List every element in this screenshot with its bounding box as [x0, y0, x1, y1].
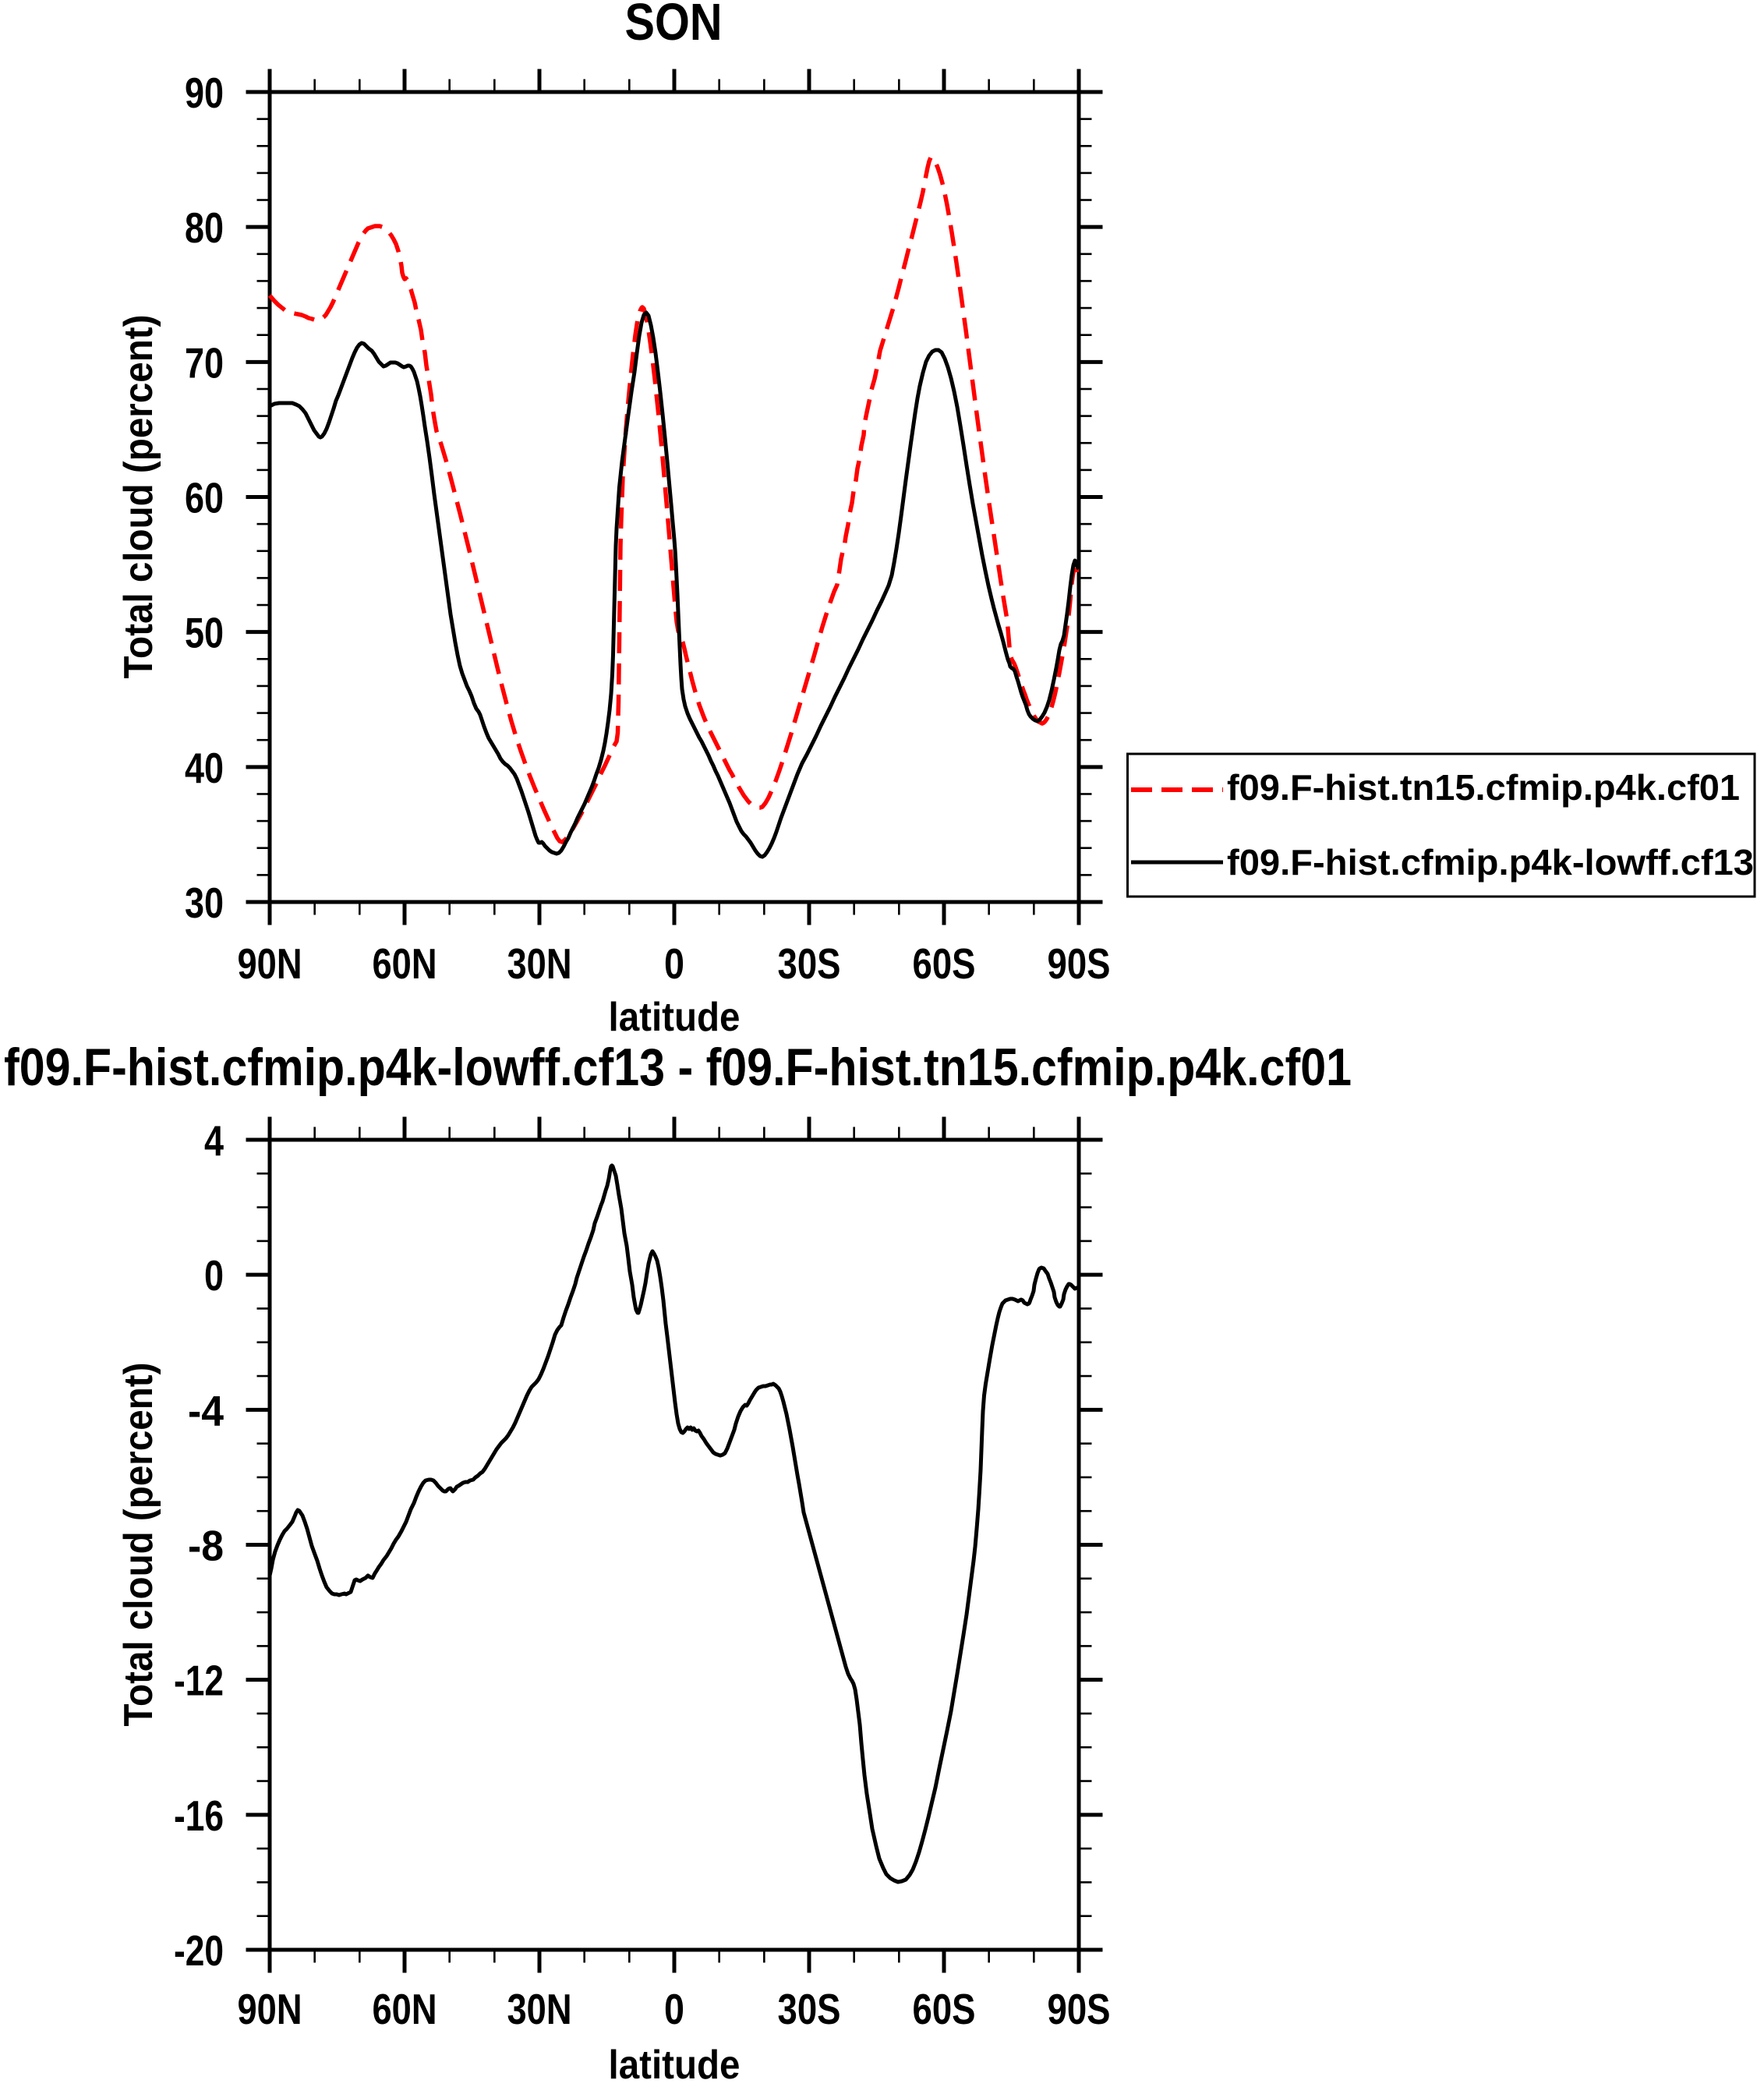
svg-text:90S: 90S: [1048, 939, 1111, 988]
svg-text:60S: 60S: [913, 1985, 976, 2033]
svg-text:-8: -8: [188, 1522, 224, 1570]
svg-text:0: 0: [204, 1251, 224, 1300]
svg-text:60N: 60N: [373, 1985, 437, 2033]
svg-text:-12: -12: [174, 1657, 224, 1705]
svg-text:60N: 60N: [373, 939, 437, 988]
svg-text:40: 40: [185, 744, 224, 792]
svg-text:-20: -20: [174, 1926, 224, 1975]
svg-text:4: 4: [204, 1116, 224, 1165]
svg-text:f09.F-hist.tn15.cfmip.p4k.cf01: f09.F-hist.tn15.cfmip.p4k.cf01: [1227, 767, 1740, 808]
svg-text:30N: 30N: [507, 1985, 572, 2033]
svg-text:30N: 30N: [507, 939, 572, 988]
svg-text:f09.F-hist.cfmip.p4k-lowff.cf1: f09.F-hist.cfmip.p4k-lowff.cf13 - f09.F-…: [4, 1038, 1352, 1097]
svg-text:f09.F-hist.cfmip.p4k-lowff.cf1: f09.F-hist.cfmip.p4k-lowff.cf13: [1227, 842, 1754, 883]
svg-text:60S: 60S: [913, 939, 976, 988]
svg-text:50: 50: [185, 609, 224, 657]
svg-text:-4: -4: [188, 1386, 224, 1434]
svg-text:70: 70: [185, 338, 224, 387]
svg-text:latitude: latitude: [609, 2043, 741, 2083]
svg-text:-16: -16: [174, 1792, 224, 1840]
svg-text:SON: SON: [625, 0, 723, 51]
svg-text:0: 0: [664, 939, 684, 988]
svg-text:latitude: latitude: [609, 995, 741, 1040]
svg-text:60: 60: [185, 474, 224, 522]
svg-text:0: 0: [664, 1985, 684, 2033]
svg-text:90S: 90S: [1048, 1985, 1111, 2033]
svg-text:90: 90: [185, 69, 224, 117]
svg-text:90N: 90N: [238, 1985, 302, 2033]
svg-text:Total cloud (percent): Total cloud (percent): [116, 315, 161, 679]
svg-text:Total cloud (percent): Total cloud (percent): [116, 1363, 161, 1727]
svg-text:90N: 90N: [238, 939, 302, 988]
svg-text:30: 30: [185, 879, 224, 927]
svg-text:30S: 30S: [778, 939, 841, 988]
svg-text:30S: 30S: [778, 1985, 841, 2033]
svg-text:80: 80: [185, 203, 224, 252]
